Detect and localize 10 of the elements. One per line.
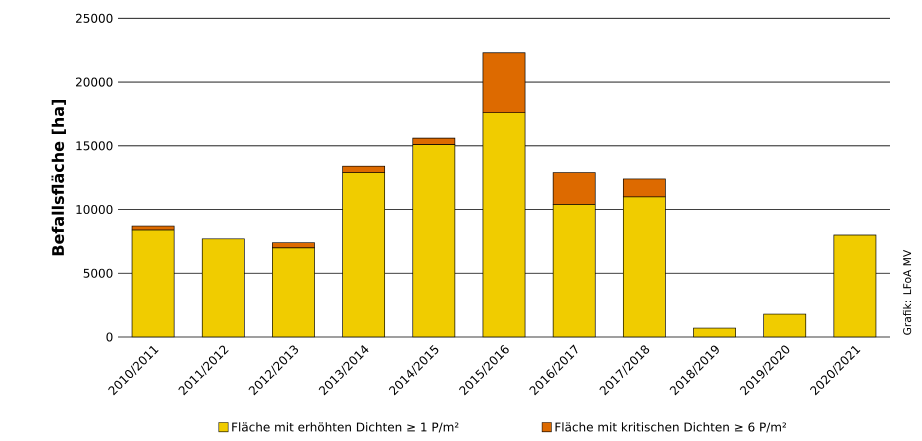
y-tick-label: 0 [106,332,112,342]
y-tick-label: 25000 [76,14,112,23]
y-tick-label: 5000 [84,268,112,278]
text: Grafik: LFoA MV [902,250,912,335]
y-tick-label: 15000 [76,141,112,150]
legend-label: Fläche mit kritischen Dichten ≥ 6 P/m² [556,422,786,432]
y-tick-label: 10000 [76,204,112,214]
legend-label: Fläche mit erhöhten Dichten ≥ 1 P/m² [232,422,458,432]
y-axis-title: Befallsfläche [ha] [51,100,66,256]
y-tick-label: 20000 [76,78,112,87]
